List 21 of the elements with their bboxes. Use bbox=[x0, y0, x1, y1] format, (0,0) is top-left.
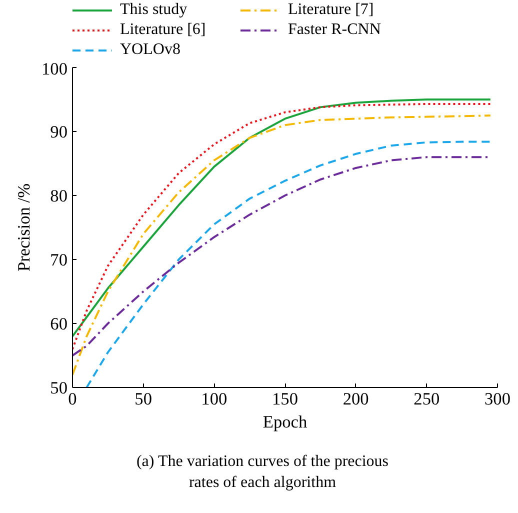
y-tick-label: 90 bbox=[50, 122, 68, 142]
x-tick-label: 250 bbox=[414, 390, 440, 408]
y-tick-label: 70 bbox=[50, 250, 68, 270]
text: (a) The variation curves of the precious rates of each algorithm bbox=[136, 452, 389, 493]
legend-label: This study bbox=[120, 1, 188, 19]
x-tick-label: 200 bbox=[342, 390, 369, 408]
x-tick-label: 100 bbox=[201, 390, 228, 408]
x-tick-label: 50 bbox=[134, 390, 152, 408]
x-axis-title: Epoch bbox=[262, 412, 308, 432]
line-series bbox=[86, 140, 492, 388]
y-axis-title: Precision /% bbox=[14, 183, 34, 272]
y-tick-label: 80 bbox=[50, 186, 68, 206]
legend-label: Literature [7] bbox=[288, 1, 375, 19]
x-tick-label: 300 bbox=[484, 390, 511, 408]
legend-label: Faster R-CNN bbox=[288, 21, 382, 39]
y-tick-label: 100 bbox=[42, 60, 68, 78]
y-tick-label: 60 bbox=[50, 314, 68, 334]
x-tick-label: 150 bbox=[272, 390, 298, 408]
legend-label: Literature [6] bbox=[120, 21, 207, 39]
legend-label: YOLOv8 bbox=[120, 41, 182, 59]
x-tick-label: 0 bbox=[68, 390, 77, 408]
